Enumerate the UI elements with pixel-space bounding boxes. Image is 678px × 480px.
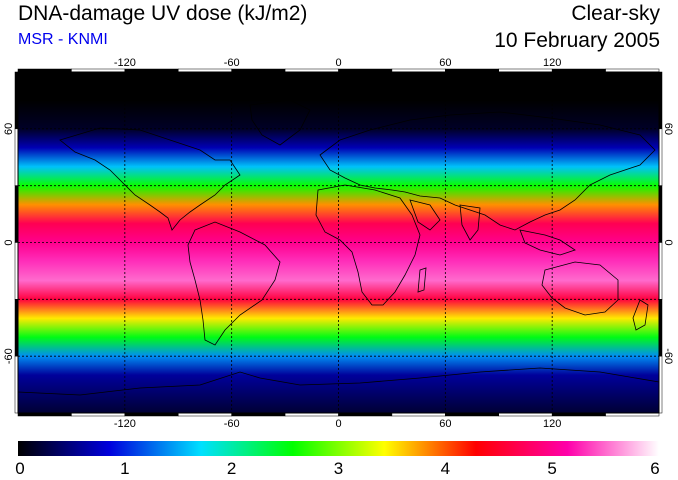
map-border: [17, 71, 660, 414]
lat-tick-label: 0: [662, 239, 674, 245]
lon-tick-label: 60: [439, 57, 451, 69]
coastline-south-america: [187, 221, 281, 346]
sky-condition-label: Clear-sky: [571, 2, 660, 25]
lat-tick-label: 60: [662, 123, 674, 135]
graticule: [18, 72, 659, 413]
lon-tick-label: 0: [335, 418, 341, 430]
coastline-north-america: [59, 127, 241, 231]
lat-labels-left: -60 0 60: [3, 123, 15, 364]
coastline-indonesia: [519, 229, 576, 256]
map-frame: [14, 68, 663, 417]
lat-tick-label: -60: [3, 348, 15, 364]
coastline-eurasia: [319, 111, 656, 231]
coastline-greenland: [249, 99, 311, 146]
colorbar-tick-label: 5: [547, 459, 557, 478]
coastline-arabia-india: [409, 199, 481, 241]
lon-labels-top: -120 -60 0 60 120: [114, 57, 562, 69]
coastline-madagascar: [417, 267, 427, 293]
source-label: MSR - KNMI: [18, 31, 108, 48]
colorbar-tick-label: 4: [440, 459, 451, 478]
colorbar-tick-label: 3: [333, 459, 344, 478]
continent-outlines: [18, 99, 659, 396]
lon-tick-label: 120: [543, 57, 561, 69]
lat-tick-label: 0: [3, 239, 15, 245]
colorbar-tick-label: 1: [120, 459, 130, 478]
lon-labels-bottom: -120 -60 0 60 120: [114, 418, 562, 430]
coastline-australia: [541, 261, 619, 316]
lat-labels-right: -60 0 60: [662, 123, 674, 364]
lon-tick-label: 60: [439, 418, 451, 430]
lon-tick-label: 0: [335, 57, 341, 69]
lon-tick-label: -120: [114, 418, 136, 430]
colorbar-tick-label: 2: [226, 459, 237, 478]
date-label: 10 February 2005: [494, 29, 660, 52]
map-title: DNA-damage UV dose (kJ/m2): [18, 2, 308, 25]
lat-tick-label: -60: [662, 348, 674, 364]
lat-tick-label: 60: [3, 123, 15, 135]
lon-tick-label: -120: [114, 57, 136, 69]
colorbar-tick-label: 0: [15, 459, 25, 478]
lon-tick-label: 120: [543, 418, 561, 430]
colorbar-tick-label: 6: [650, 459, 660, 478]
lon-tick-label: -60: [224, 418, 240, 430]
coastline-antarctica: [18, 367, 659, 396]
colorbar: [18, 441, 659, 456]
lon-tick-label: -60: [224, 57, 240, 69]
coastline-new-zealand: [632, 299, 649, 331]
coastline-africa: [315, 184, 421, 306]
